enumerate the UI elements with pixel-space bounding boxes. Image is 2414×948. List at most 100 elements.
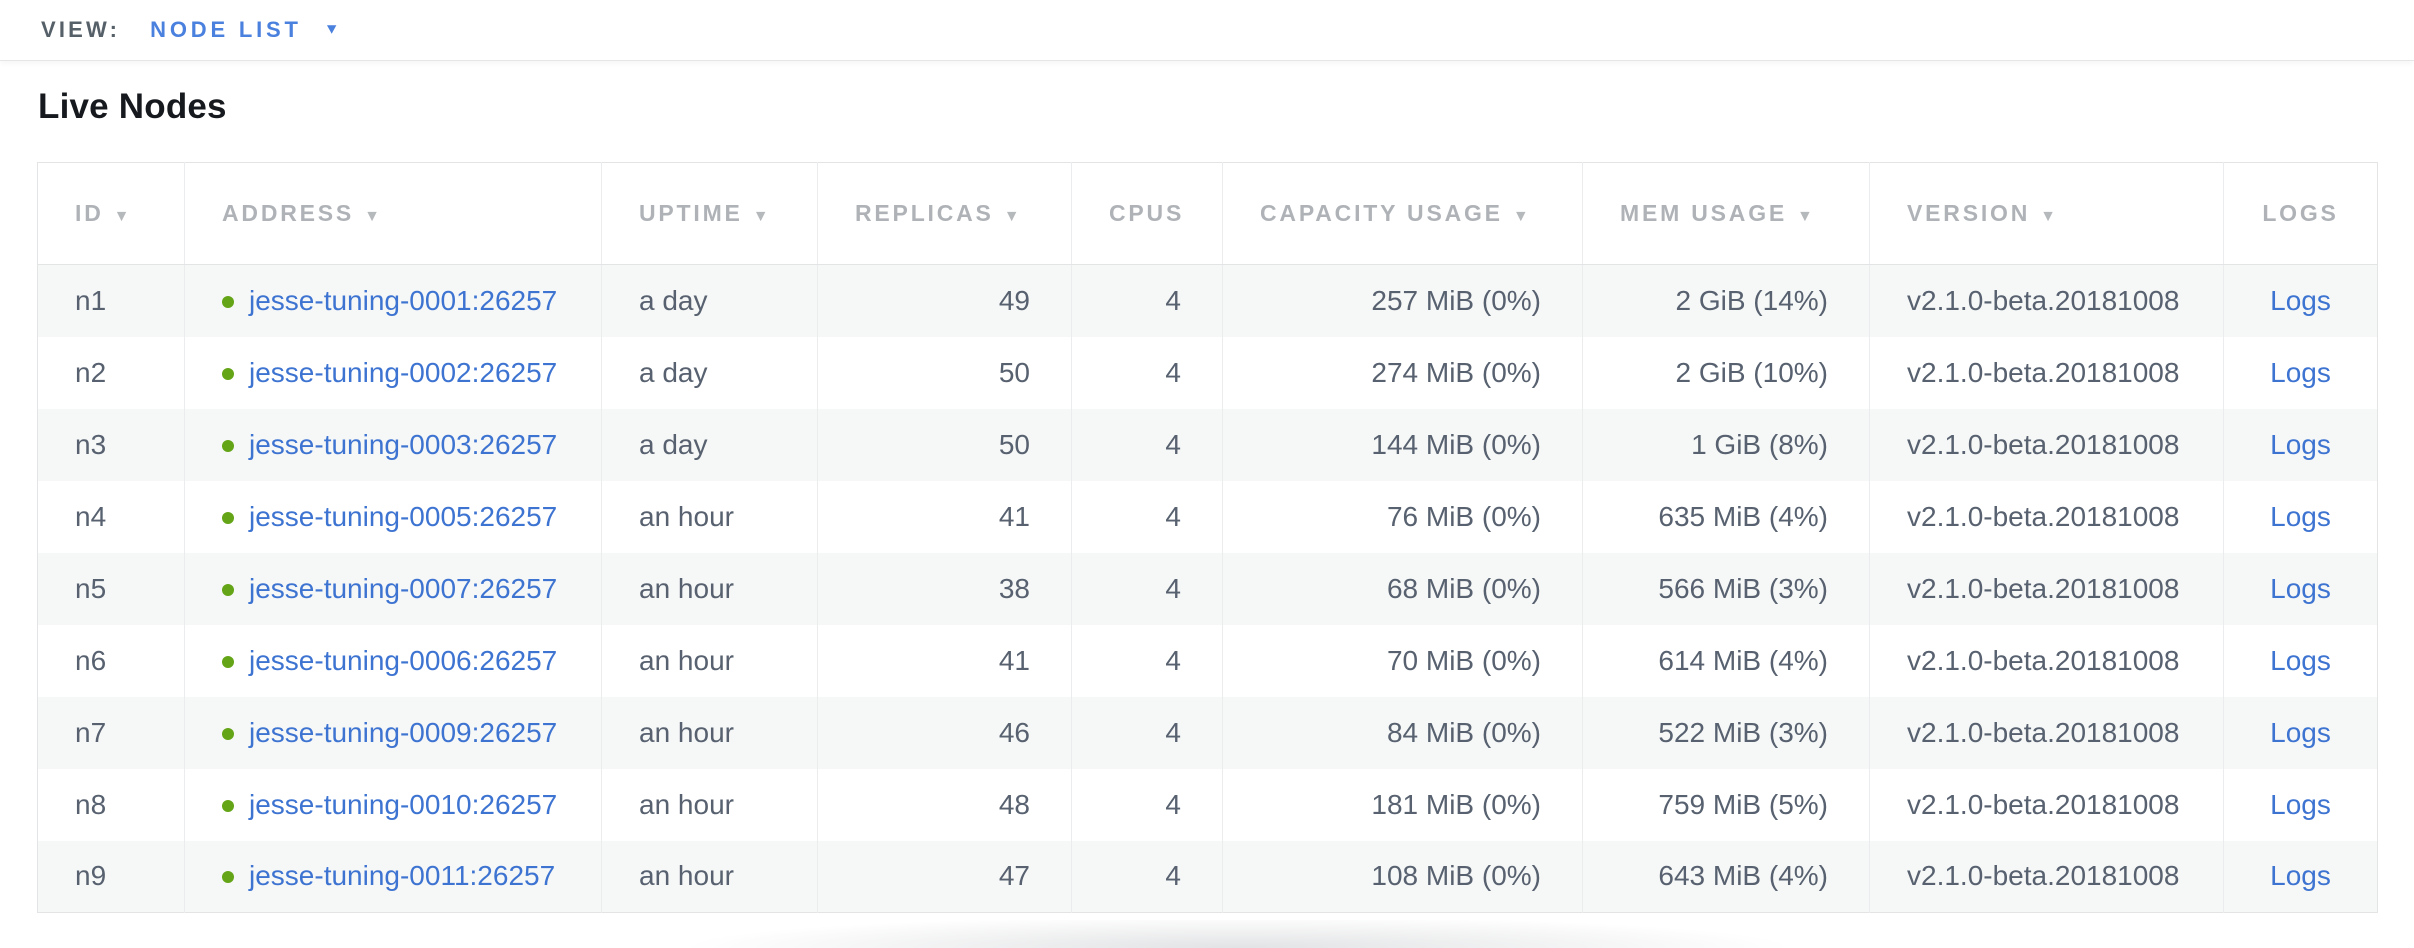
cell-logs: Logs — [2224, 337, 2378, 409]
column-header-label: REPLICAS — [855, 200, 994, 226]
cell-address: jesse-tuning-0009:26257 — [185, 697, 602, 769]
cell-capacity-usage: 70 MiB (0%) — [1223, 625, 1583, 697]
cell-mem-usage: 522 MiB (3%) — [1583, 697, 1870, 769]
column-header-label: MEM USAGE — [1620, 200, 1787, 226]
cell-logs: Logs — [2224, 265, 2378, 337]
column-header-mem-usage[interactable]: MEM USAGE▼ — [1583, 163, 1870, 265]
cell-cpus: 4 — [1072, 841, 1223, 913]
view-label: VIEW: — [41, 17, 120, 43]
cell-capacity-usage: 108 MiB (0%) — [1223, 841, 1583, 913]
address-link[interactable]: jesse-tuning-0003:26257 — [249, 429, 557, 460]
view-dropdown-value: NODE LIST — [150, 17, 302, 43]
bottom-shadow — [498, 920, 1978, 948]
logs-link[interactable]: Logs — [2270, 285, 2331, 316]
cell-node-id: n7 — [38, 697, 185, 769]
cell-capacity-usage: 257 MiB (0%) — [1223, 265, 1583, 337]
sort-arrow-icon: ▼ — [114, 208, 130, 225]
cell-node-id: n9 — [38, 841, 185, 913]
column-header-replicas[interactable]: REPLICAS ▼ — [818, 163, 1072, 265]
cell-cpus: 4 — [1072, 481, 1223, 553]
column-header-cpus: CPUS — [1072, 163, 1223, 265]
logs-link[interactable]: Logs — [2270, 789, 2331, 820]
logs-link[interactable]: Logs — [2270, 429, 2331, 460]
cell-cpus: 4 — [1072, 697, 1223, 769]
address-link[interactable]: jesse-tuning-0009:26257 — [249, 717, 557, 748]
column-header-version[interactable]: VERSION▼ — [1870, 163, 2224, 265]
cell-mem-usage: 643 MiB (4%) — [1583, 841, 1870, 913]
logs-link[interactable]: Logs — [2270, 860, 2331, 891]
column-header-label: ADDRESS — [222, 200, 354, 226]
cell-replicas: 48 — [818, 769, 1072, 841]
cell-mem-usage: 635 MiB (4%) — [1583, 481, 1870, 553]
cell-node-id: n1 — [38, 265, 185, 337]
live-status-dot-icon — [222, 800, 234, 812]
table-row: n8 jesse-tuning-0010:26257 an hour 48 4 … — [38, 769, 2378, 841]
cell-uptime: an hour — [602, 769, 818, 841]
address-link[interactable]: jesse-tuning-0006:26257 — [249, 645, 557, 676]
logs-link[interactable]: Logs — [2270, 357, 2331, 388]
address-link[interactable]: jesse-tuning-0007:26257 — [249, 573, 557, 604]
cell-node-id: n4 — [38, 481, 185, 553]
logs-link[interactable]: Logs — [2270, 573, 2331, 604]
view-dropdown[interactable]: NODE LIST ▼ — [150, 17, 339, 43]
logs-link[interactable]: Logs — [2270, 717, 2331, 748]
cell-version: v2.1.0-beta.20181008 — [1870, 481, 2224, 553]
sort-arrow-icon: ▼ — [1513, 208, 1529, 225]
sort-arrow-icon: ▼ — [2040, 208, 2056, 225]
cell-address: jesse-tuning-0006:26257 — [185, 625, 602, 697]
cell-version: v2.1.0-beta.20181008 — [1870, 697, 2224, 769]
cell-logs: Logs — [2224, 769, 2378, 841]
live-status-dot-icon — [222, 440, 234, 452]
address-link[interactable]: jesse-tuning-0010:26257 — [249, 789, 557, 820]
column-header-capacity-usage[interactable]: CAPACITY USAGE▼ — [1223, 163, 1583, 265]
cell-uptime: a day — [602, 265, 818, 337]
cell-address: jesse-tuning-0001:26257 — [185, 265, 602, 337]
sort-arrow-icon: ▼ — [364, 208, 380, 225]
cell-address: jesse-tuning-0005:26257 — [185, 481, 602, 553]
cell-mem-usage: 1 GiB (8%) — [1583, 409, 1870, 481]
cell-logs: Logs — [2224, 697, 2378, 769]
column-header-uptime[interactable]: UPTIME▼ — [602, 163, 818, 265]
cell-uptime: an hour — [602, 553, 818, 625]
cell-replicas: 46 — [818, 697, 1072, 769]
cell-address: jesse-tuning-0003:26257 — [185, 409, 602, 481]
column-header-address[interactable]: ADDRESS ▼ — [185, 163, 602, 265]
logs-link[interactable]: Logs — [2270, 501, 2331, 532]
table-row: n1 jesse-tuning-0001:26257 a day 49 4 25… — [38, 265, 2378, 337]
column-header-label: LOGS — [2262, 200, 2338, 226]
cell-replicas: 38 — [818, 553, 1072, 625]
cell-cpus: 4 — [1072, 337, 1223, 409]
live-status-dot-icon — [222, 871, 234, 883]
table-row: n2 jesse-tuning-0002:26257 a day 50 4 27… — [38, 337, 2378, 409]
cell-mem-usage: 566 MiB (3%) — [1583, 553, 1870, 625]
address-link[interactable]: jesse-tuning-0002:26257 — [249, 357, 557, 388]
cell-address: jesse-tuning-0007:26257 — [185, 553, 602, 625]
address-link[interactable]: jesse-tuning-0005:26257 — [249, 501, 557, 532]
cell-version: v2.1.0-beta.20181008 — [1870, 409, 2224, 481]
cell-replicas: 41 — [818, 481, 1072, 553]
cell-address: jesse-tuning-0011:26257 — [185, 841, 602, 913]
cell-mem-usage: 2 GiB (14%) — [1583, 265, 1870, 337]
live-nodes-table: ID ▼ ADDRESS ▼ UPTIME▼ REPLICAS ▼ CPUS CAPA… — [37, 162, 2378, 913]
cell-capacity-usage: 144 MiB (0%) — [1223, 409, 1583, 481]
address-link[interactable]: jesse-tuning-0011:26257 — [249, 860, 555, 891]
cell-uptime: an hour — [602, 697, 818, 769]
table-row: n5 jesse-tuning-0007:26257 an hour 38 4 … — [38, 553, 2378, 625]
live-status-dot-icon — [222, 368, 234, 380]
cell-mem-usage: 759 MiB (5%) — [1583, 769, 1870, 841]
cell-version: v2.1.0-beta.20181008 — [1870, 769, 2224, 841]
cell-version: v2.1.0-beta.20181008 — [1870, 625, 2224, 697]
column-header-label: CPUS — [1109, 200, 1184, 226]
logs-link[interactable]: Logs — [2270, 645, 2331, 676]
view-selector-bar: VIEW: NODE LIST ▼ — [0, 0, 2414, 61]
cell-node-id: n3 — [38, 409, 185, 481]
cell-uptime: a day — [602, 409, 818, 481]
column-header-label: ID — [75, 200, 104, 226]
cell-address: jesse-tuning-0002:26257 — [185, 337, 602, 409]
sort-arrow-icon: ▼ — [1004, 208, 1020, 225]
cell-replicas: 41 — [818, 625, 1072, 697]
address-link[interactable]: jesse-tuning-0001:26257 — [249, 285, 557, 316]
cell-mem-usage: 2 GiB (10%) — [1583, 337, 1870, 409]
column-header-logs: LOGS — [2224, 163, 2378, 265]
column-header-id[interactable]: ID ▼ — [38, 163, 185, 265]
